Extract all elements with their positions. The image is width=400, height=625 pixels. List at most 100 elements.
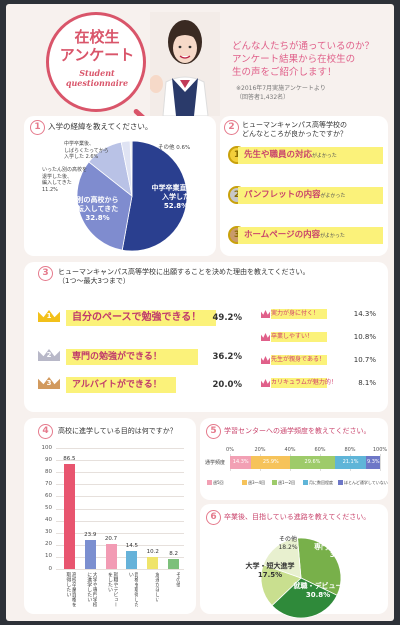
q5-x-tick: 20% [254, 447, 266, 453]
q4-gridline [56, 508, 184, 510]
q1-later-label-line-3: 入学した 2.6% [64, 154, 99, 160]
header-question-line-1: どんな人たちが通っているのか？ [232, 41, 375, 52]
q6-pie-slice-3 [262, 537, 302, 579]
q4-bar [147, 556, 159, 569]
q1-main-label: 中学卒業直後に 入学した 52.8% [146, 184, 206, 211]
q3-top-reason: 専門の勉強ができる！ [66, 349, 198, 365]
q4-y-tick: 50 [45, 505, 52, 511]
q1-later-label: 中学卒業後、 しばらくたってから 入学した 2.6% [64, 141, 109, 161]
q4-bar-value: 23.9 [84, 532, 97, 539]
q6-pie-slice-0 [297, 537, 342, 596]
q2-item: ホームページの内容がよかった [238, 227, 383, 244]
brochure-page: 在校生 アンケート Student questionnaire どんな人たちが通… [6, 4, 394, 621]
q6-vocational-label: 専門校・ 専門学校への進学 33.5% [302, 534, 382, 560]
q5-legend-swatch [338, 480, 343, 485]
q1-other-label: その他 0.6% [158, 145, 191, 151]
q3-other-highlight [271, 355, 327, 365]
q3-other-text: 卒業しやすい！ [271, 333, 313, 340]
q6-other-label: その他 18.2% [270, 536, 306, 551]
survey-note-line-2: （回答者1,432名） [236, 94, 290, 101]
q5-segment: 29.6% [290, 456, 335, 469]
q2-item-suffix: がよかった [320, 233, 345, 239]
q6-vocational-value: 33.5% [329, 551, 355, 559]
q4-bar-value: 20.7 [104, 535, 118, 542]
q5-legend-swatch [242, 480, 247, 485]
q4-y-tick: 40 [45, 517, 52, 524]
q1-later-label-line-1: 中学卒業後、 [64, 141, 95, 147]
q4-gridline [56, 472, 184, 474]
q6-pie-slice-1 [271, 577, 338, 618]
q5-number: 5 [206, 424, 221, 439]
q2-item-text: ホームページの内容 [244, 230, 321, 240]
q4-x-label: 高校卒業資格を取得したい [65, 572, 76, 607]
q4-y-tick: 10 [45, 553, 52, 560]
q4-bar [168, 559, 180, 569]
q3-title-line-2: （1つ～最大3つまで） [58, 277, 130, 285]
q2-number: 2 [224, 120, 239, 135]
q4-gridline [56, 520, 184, 522]
q4-gridline [56, 556, 184, 558]
student-photo [150, 12, 220, 116]
header-question-line-2: アンケート結果から在校生の [232, 54, 356, 65]
survey-note-line-1: ※2016年7月実施アンケートより [236, 85, 326, 92]
header-question: どんな人たちが通っているのか？ アンケート結果から在校生の 生の声をご紹介します… [232, 40, 382, 79]
q5-legend-label: 週5回 [213, 480, 224, 485]
q5-legend-label: ほとんど通学していない [344, 480, 388, 485]
q4-y-tick: 30 [45, 529, 52, 536]
q4-card [24, 418, 196, 614]
q5-legend-swatch [207, 480, 212, 485]
q6-other-value: 18.2% [278, 543, 298, 551]
q4-y-tick: 90 [45, 456, 52, 463]
q5-segment: 21.1% [334, 456, 367, 469]
q3-top-reason: 自分のペースで勉強できる！ [66, 310, 216, 326]
q6-univ-value: 17.5% [257, 570, 283, 579]
q5-segment: 9.3% [366, 456, 381, 469]
q3-other-pct: 10.8% [353, 333, 376, 341]
crown-icon: 3 [38, 373, 60, 389]
q4-title: 高校に進学している目的は何ですか？ [58, 427, 177, 435]
q5-title: 学習センターへの通学頻度を教えてください。 [224, 427, 371, 435]
q6-univ-label-line-1: 大学・短大進学 [245, 562, 295, 570]
crown-rank: 3 [46, 379, 52, 387]
q3-other-text: カリキュラムが魅力的！ [271, 379, 337, 386]
q6-job-label-line-1: 就職・デビュー [293, 582, 343, 590]
q3-top-pct: 36.2% [212, 352, 243, 362]
q6-job-label: 就職・デビュー 30.8% [288, 582, 348, 599]
q3-top-pct: 20.0% [212, 380, 243, 390]
q6-title: 卒業後、目指している進路を教えてください。 [224, 513, 371, 521]
q4-y-tick: 80 [45, 468, 52, 475]
q2-item: パンフレットの内容がよかった [238, 187, 383, 204]
subtitle-line-1: Student [79, 68, 115, 78]
q6-other-label-line-1: その他 [278, 536, 297, 543]
q4-x-label: 大学や専門学校に進学したい [86, 572, 97, 607]
crown-icon: 1 [38, 306, 60, 322]
survey-note: ※2016年7月実施アンケートより （回答者1,432名） [236, 84, 386, 102]
q5-legend-label: 週3～4回 [248, 480, 266, 485]
crown-rank: 2 [46, 351, 52, 359]
q1-reenter-label-line-2: 退学した後、 [42, 173, 73, 180]
q3-other-pct: 10.7% [353, 356, 376, 364]
q3-other-pct: 8.1% [358, 379, 376, 387]
q3-other-reason: 実力が身に付く！ [261, 308, 361, 320]
q5-x-tick: 40% [284, 447, 296, 453]
q4-x-label: 資格を取得したい [127, 572, 139, 607]
q2-title-line-1: ヒューマンキャンパス高等学校の [242, 121, 347, 129]
q5-x-tick: 80% [344, 447, 356, 453]
q1-pie-slice-1 [121, 140, 188, 252]
q1-transfer-label-line-2: 転入してきた [76, 205, 119, 213]
q5-x-tick: 60% [314, 447, 326, 453]
q1-reenter-value: 11.2% [42, 186, 58, 193]
q4-bar [126, 551, 138, 569]
q1-reenter-label-line-3: 編入してきた [42, 180, 72, 186]
q1-pie-slice-4 [120, 140, 133, 197]
q3-top-pct: 49.2% [212, 313, 243, 323]
q5-legend-swatch [272, 480, 277, 485]
q4-y-tick: 70 [45, 480, 52, 487]
q4-bar-value: 86.5 [63, 456, 76, 463]
q1-pie-chart [76, 140, 188, 252]
q1-later-label-line-2: しばらくたってから [64, 147, 109, 154]
q2-item-text: パンフレットの内容 [244, 190, 321, 200]
q4-number: 4 [38, 424, 53, 439]
q1-number: 1 [30, 120, 45, 135]
q4-y-tick: 20 [45, 541, 52, 548]
